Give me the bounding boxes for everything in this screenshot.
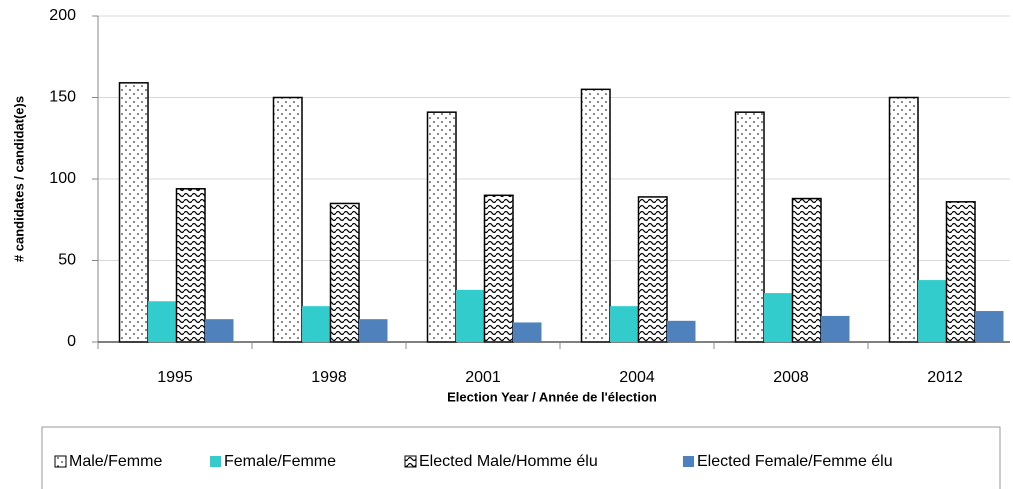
y-tick-label: 200 [49,7,76,24]
bar [359,319,388,342]
legend-label: Elected Male/Homme élu [419,453,598,470]
bar [272,96,303,343]
legend-swatch [54,455,67,468]
y-tick-label: 100 [49,170,76,187]
bar [764,293,793,342]
x-tick-label: 1995 [157,369,193,386]
bar [888,96,919,343]
bar [945,201,976,343]
legend-label: Female/Femme [224,453,336,470]
bar [791,197,822,343]
bar [610,306,639,342]
legend-label: Elected Female/Femme élu [697,453,893,470]
y-tick-label: 50 [58,252,76,269]
legend-swatch [210,456,221,467]
bar [148,301,177,342]
x-tick-label: 2004 [619,369,655,386]
x-tick-label: 2012 [927,369,963,386]
x-tick-label: 2001 [465,369,501,386]
bar [821,315,850,342]
bar [918,280,947,342]
bar [975,311,1004,342]
legend-swatch [683,456,694,467]
bar [456,289,485,342]
x-tick-label: 1998 [311,369,347,386]
bar [483,194,514,343]
bar [637,196,668,343]
x-axis-title: Election Year / Année de l'élection [447,389,657,404]
y-tick-label: 0 [67,333,76,350]
bar [513,322,542,342]
legend-swatch [404,455,417,468]
bar [667,320,696,342]
bar [118,82,149,343]
bar [580,88,611,343]
bar [302,306,331,342]
y-tick-label: 150 [49,89,76,106]
bar [205,319,234,342]
bar [175,188,206,343]
legend-box [41,426,1001,489]
legend-label: Male/Femme [69,453,162,470]
x-tick-label: 2008 [773,369,809,386]
bar [734,111,765,343]
y-axis-title: # candidates / candidat(e)s [11,96,26,262]
bar [329,202,360,343]
bar [426,111,457,343]
